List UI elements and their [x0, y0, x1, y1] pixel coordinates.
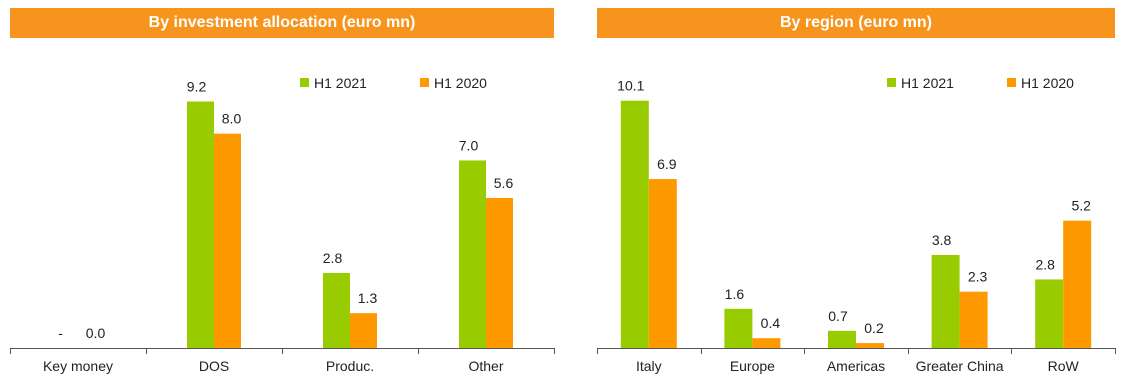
data-label: 0.0 — [86, 325, 106, 341]
bar-h1-2020 — [1063, 220, 1092, 348]
allocation-bar-chart: Key money - 0.0 DOS 9.2 8.0 Produc. 2.8 1.3 Other… — [10, 75, 555, 374]
data-label: 5.6 — [494, 175, 514, 191]
data-label: 9.2 — [187, 79, 207, 95]
data-label: 1.6 — [725, 286, 745, 302]
data-label: 2.8 — [323, 250, 343, 266]
data-label: 7.0 — [459, 137, 479, 153]
chart-title-banner: By investment allocation (euro mn) — [10, 8, 554, 38]
x-tick-label: Key money — [43, 358, 113, 374]
bar-h1-2020 — [350, 313, 377, 348]
data-label: 0.2 — [864, 320, 884, 336]
x-tick-label: Americas — [827, 358, 885, 374]
bar-h1-2020 — [648, 179, 677, 348]
data-label: 10.1 — [617, 78, 644, 94]
legend-swatch — [1007, 78, 1016, 87]
data-label: 6.9 — [657, 156, 677, 172]
data-label: 2.3 — [968, 269, 988, 285]
region-bar-chart: Italy 10.1 6.9 Europe 1.6 0.4 Americas 0.7 0.2 Gr… — [597, 75, 1116, 374]
x-tick-label: RoW — [1048, 358, 1080, 374]
data-label: 8.0 — [222, 111, 242, 127]
data-label: 2.8 — [1035, 256, 1055, 272]
legend-swatch — [420, 78, 429, 87]
data-label: 0.7 — [828, 308, 848, 324]
x-tick-label: Italy — [636, 358, 662, 374]
data-label: 1.3 — [358, 290, 378, 306]
bar-h1-2021 — [724, 308, 753, 348]
bar-h1-2021 — [931, 254, 960, 348]
allocation-chart-panel: By investment allocation (euro mn) Key m… — [10, 0, 555, 376]
bar-h1-2021 — [828, 330, 856, 348]
bar-h1-2021 — [459, 160, 486, 348]
x-tick-label: Europe — [730, 358, 775, 374]
data-label: 3.8 — [932, 232, 952, 248]
x-tick-label: DOS — [199, 358, 229, 374]
bar-h1-2021 — [1035, 279, 1064, 348]
bar-h1-2020 — [959, 291, 988, 348]
bar-h1-2021 — [323, 272, 350, 348]
bar-h1-2020 — [214, 133, 241, 348]
legend-label: H1 2020 — [1021, 75, 1074, 91]
data-label: - — [58, 325, 63, 341]
legend-swatch — [887, 78, 896, 87]
bar-h1-2020 — [486, 197, 513, 348]
x-tick-label: Other — [468, 358, 503, 374]
x-tick-label: Produc. — [326, 358, 374, 374]
legend-label: H1 2021 — [314, 75, 367, 91]
data-label: 5.2 — [1071, 198, 1091, 214]
legend-swatch — [300, 78, 309, 87]
bar-h1-2021 — [620, 100, 649, 348]
region-chart-panel: By region (euro mn) Italy 10.1 6.9 Europe 1.… — [597, 0, 1116, 376]
bar-h1-2021 — [187, 101, 214, 349]
chart-title-banner: By region (euro mn) — [597, 8, 1115, 38]
data-label: 0.4 — [761, 315, 781, 331]
legend-label: H1 2020 — [434, 75, 487, 91]
legend-label: H1 2021 — [901, 75, 954, 91]
bar-h1-2020 — [752, 338, 781, 348]
x-tick-label: Greater China — [916, 358, 1004, 374]
bar-h1-2020 — [856, 343, 884, 348]
